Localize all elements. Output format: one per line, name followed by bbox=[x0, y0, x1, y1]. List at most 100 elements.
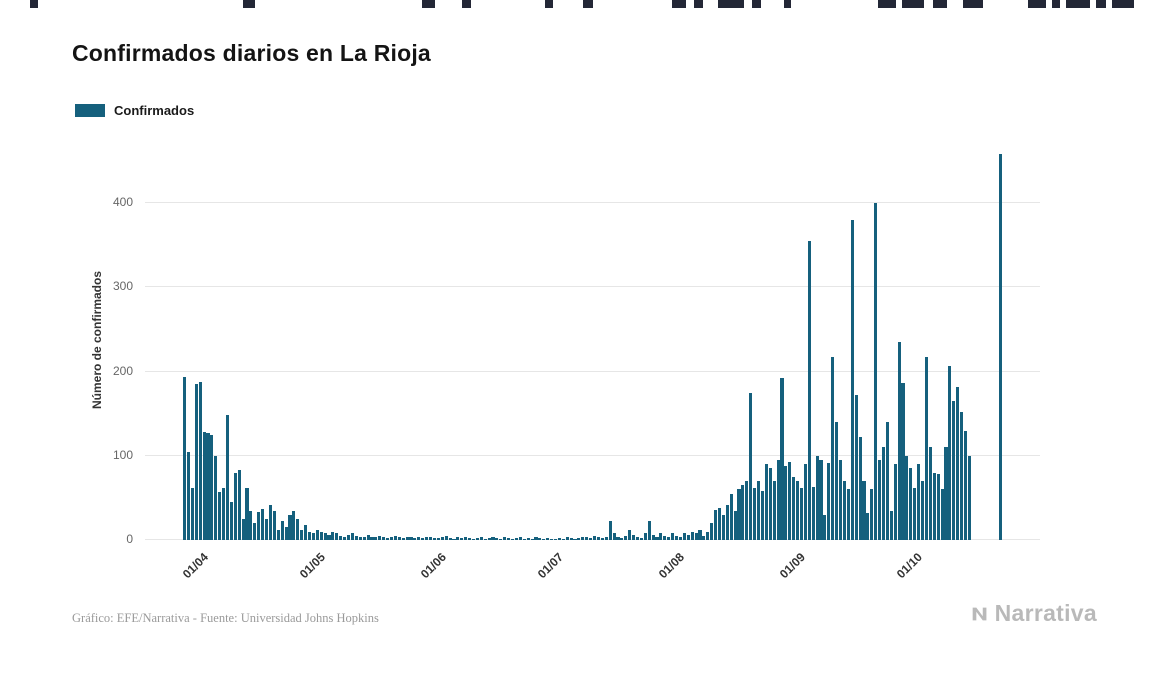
bar bbox=[327, 534, 331, 540]
bar bbox=[206, 433, 210, 540]
bar bbox=[823, 514, 827, 540]
bar bbox=[370, 536, 374, 540]
narrativa-logo: Narrativa bbox=[969, 600, 1097, 627]
bar bbox=[276, 529, 280, 540]
bar bbox=[386, 538, 390, 540]
y-tick-label: 200 bbox=[112, 363, 133, 378]
bar bbox=[999, 154, 1003, 540]
bar bbox=[655, 536, 659, 540]
bar bbox=[663, 535, 667, 540]
bar bbox=[854, 395, 858, 540]
top-artifact bbox=[1066, 0, 1090, 8]
bar bbox=[417, 537, 421, 540]
bar bbox=[702, 535, 706, 540]
bar bbox=[268, 504, 272, 540]
bar bbox=[261, 508, 265, 540]
bar bbox=[764, 464, 768, 540]
bar bbox=[245, 487, 249, 540]
bar bbox=[772, 481, 776, 540]
bar bbox=[202, 432, 206, 540]
bar bbox=[686, 534, 690, 540]
bar bbox=[350, 533, 354, 540]
bar bbox=[897, 342, 901, 540]
top-edge-artifacts bbox=[0, 0, 1157, 10]
bar bbox=[967, 455, 971, 540]
gridline bbox=[145, 202, 1040, 204]
bar bbox=[788, 461, 792, 540]
bar bbox=[432, 538, 436, 540]
bar bbox=[741, 485, 745, 540]
bar bbox=[635, 537, 640, 540]
bar bbox=[347, 534, 351, 540]
bar bbox=[436, 538, 440, 540]
bar bbox=[237, 470, 241, 540]
bar bbox=[917, 464, 921, 540]
bar bbox=[444, 535, 448, 540]
legend-item[interactable]: Confirmados bbox=[75, 103, 194, 118]
bar bbox=[733, 510, 737, 540]
bar bbox=[288, 514, 292, 540]
bar bbox=[675, 535, 679, 540]
bar bbox=[893, 464, 897, 540]
bar bbox=[604, 536, 608, 540]
bar bbox=[921, 481, 925, 540]
top-artifact bbox=[1052, 0, 1060, 8]
bar bbox=[963, 430, 968, 540]
bar bbox=[827, 462, 831, 540]
bar bbox=[878, 460, 882, 540]
bar bbox=[682, 533, 686, 540]
bar bbox=[671, 533, 675, 540]
bar bbox=[296, 518, 300, 540]
bar bbox=[936, 474, 940, 540]
bar bbox=[842, 481, 846, 540]
bar bbox=[757, 481, 761, 540]
bar bbox=[311, 533, 315, 540]
bar bbox=[612, 533, 616, 540]
bar bbox=[714, 509, 718, 540]
bar bbox=[952, 401, 956, 540]
bar bbox=[397, 537, 401, 540]
top-artifact bbox=[694, 0, 703, 8]
bar bbox=[530, 539, 534, 540]
bar bbox=[405, 536, 409, 540]
top-artifact bbox=[933, 0, 947, 8]
bar bbox=[362, 536, 366, 540]
bar bbox=[608, 521, 612, 540]
bar bbox=[862, 481, 866, 540]
bar bbox=[315, 529, 319, 540]
x-tick-label: 01/06 bbox=[417, 550, 449, 582]
bar bbox=[265, 518, 269, 540]
bar bbox=[667, 537, 671, 540]
bar bbox=[780, 378, 784, 540]
bar bbox=[354, 535, 358, 540]
bar bbox=[737, 489, 741, 540]
bar bbox=[721, 514, 725, 540]
gridline bbox=[145, 286, 1040, 288]
bar bbox=[198, 381, 202, 540]
bar bbox=[960, 412, 964, 540]
bar bbox=[815, 455, 819, 540]
bar bbox=[307, 531, 312, 540]
bar bbox=[448, 538, 452, 540]
bar bbox=[257, 512, 261, 540]
bar bbox=[487, 538, 491, 540]
x-tick-label: 01/07 bbox=[534, 550, 566, 582]
bar bbox=[401, 538, 405, 540]
bar bbox=[280, 520, 284, 540]
bar bbox=[803, 464, 807, 540]
bar bbox=[835, 422, 839, 540]
bar bbox=[495, 538, 499, 540]
bar bbox=[573, 539, 577, 540]
gridline bbox=[145, 454, 1040, 456]
bar bbox=[690, 531, 694, 540]
bar bbox=[807, 241, 811, 540]
top-artifact bbox=[878, 0, 896, 8]
bar bbox=[382, 536, 386, 540]
legend-label: Confirmados bbox=[114, 103, 195, 118]
bar bbox=[550, 539, 554, 540]
bar bbox=[456, 537, 460, 540]
bar bbox=[924, 357, 928, 540]
bar bbox=[745, 481, 749, 540]
bar bbox=[811, 486, 815, 540]
bar bbox=[932, 472, 936, 540]
